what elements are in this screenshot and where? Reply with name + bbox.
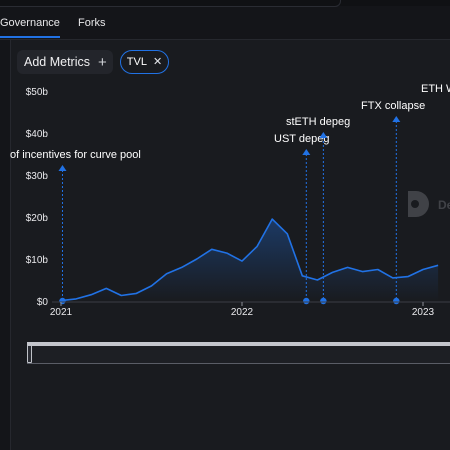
y-tick-label: $40b [26,129,49,140]
event-label: FTX collapse [361,100,425,112]
event-arrow-icon [392,116,401,122]
series-area [61,219,439,301]
chart-panel [11,40,450,450]
slider-left-handle[interactable] [27,345,32,363]
add-metrics-button[interactable]: Add Metrics + [17,50,113,74]
slider-track[interactable] [27,342,450,364]
event-label: ETH W [421,83,450,95]
tvl-metric-chip[interactable]: TVL ✕ [120,50,169,74]
y-tick-label: $0 [37,297,49,308]
y-tick-label: $50b [26,87,49,98]
event-dot[interactable] [303,297,310,305]
close-icon[interactable]: ✕ [152,55,163,68]
event-label: stETH depeg [286,116,350,128]
event-arrow-icon [302,149,311,155]
add-metrics-label: Add Metrics [24,55,90,69]
active-tab-indicator [0,36,60,38]
plus-icon: + [98,53,107,71]
x-tick-label: 2023 [412,307,435,318]
y-tick-label: $20b [26,213,49,224]
series-line [60,218,439,302]
tabs-divider [0,39,450,40]
time-range-slider[interactable] [27,338,450,368]
tab-bar: Governance Forks [0,10,450,40]
x-tick-label: 2022 [231,307,254,318]
logo-icon [408,191,429,217]
event-arrow-icon [319,132,328,138]
event-dot[interactable] [59,297,66,305]
top-bar [0,0,450,7]
tvl-chip-label: TVL [126,56,147,68]
x-tick-label: 2021 [50,307,73,318]
event-arrow-icon [58,165,67,171]
event-dot[interactable] [393,297,400,305]
tab-forks[interactable]: Forks [78,17,106,29]
event-label: of incentives for curve pool [10,149,141,161]
watermark: De [408,191,450,217]
y-tick-label: $30b [26,171,49,182]
tab-governance[interactable]: Governance [0,17,60,29]
y-tick-label: $10b [26,255,49,266]
left-rail [0,40,11,450]
watermark-text: De [438,198,450,212]
event-dot[interactable] [320,297,327,305]
tvl-chart[interactable]: of incentives for curve pool UST depeg stE… [0,0,450,330]
event-label: UST depeg [274,133,329,145]
